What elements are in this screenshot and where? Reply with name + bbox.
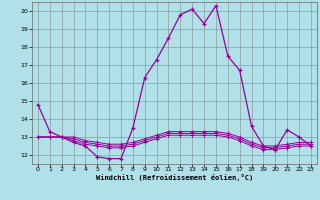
X-axis label: Windchill (Refroidissement éolien,°C): Windchill (Refroidissement éolien,°C) xyxy=(96,174,253,181)
